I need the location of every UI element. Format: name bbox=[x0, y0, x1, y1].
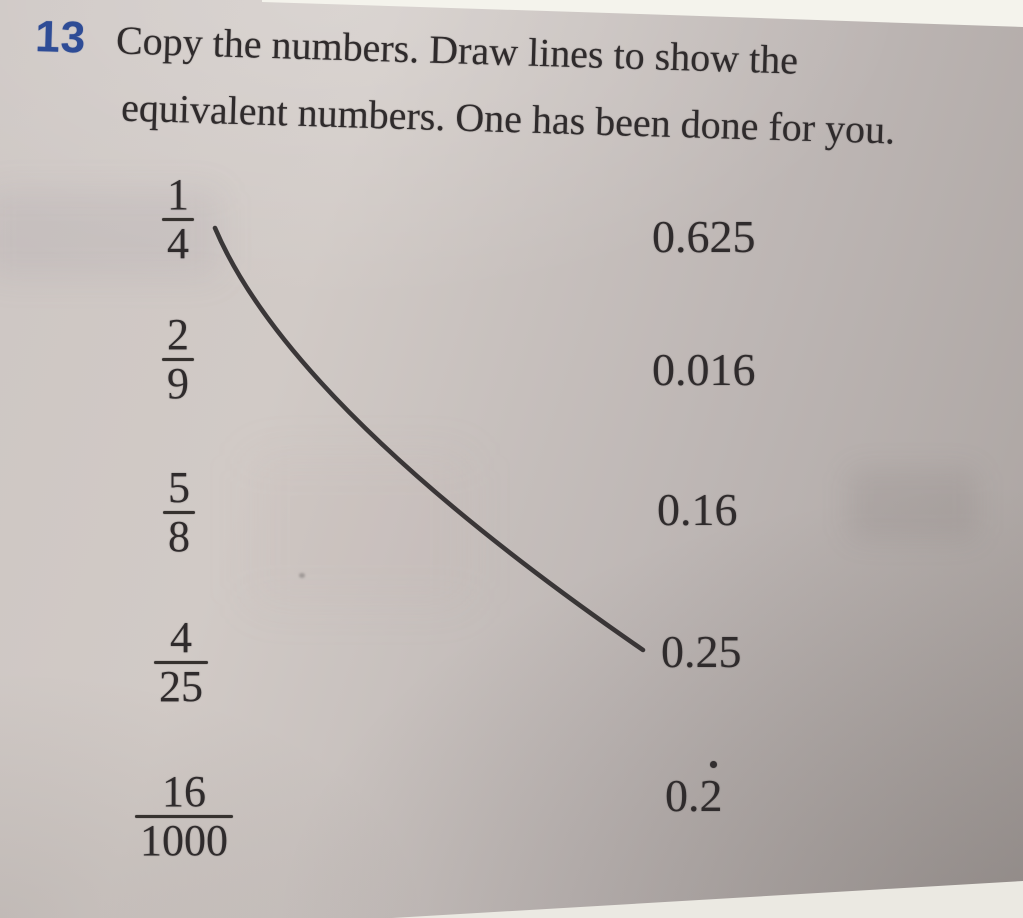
fraction-numerator: 2 bbox=[167, 310, 189, 359]
question-number: 13 bbox=[34, 12, 87, 63]
question-header: 13 Copy the numbers. Draw lines to show … bbox=[33, 12, 898, 154]
fraction-bar bbox=[135, 815, 233, 818]
decimal-0016: 0.016 bbox=[652, 344, 756, 395]
fraction-bar bbox=[163, 511, 195, 514]
fraction-4-25: 4 25 bbox=[154, 613, 208, 711]
decimal-value: 0.2 bbox=[665, 770, 723, 821]
fraction-1-4: 1 4 bbox=[162, 170, 194, 268]
fraction-numerator: 1 bbox=[167, 170, 189, 219]
question-header-line1: 13 Copy the numbers. Draw lines to show … bbox=[35, 12, 898, 88]
decimal-025: 0.25 bbox=[661, 626, 742, 677]
fraction-denominator: 9 bbox=[167, 359, 189, 408]
fraction-denominator: 1000 bbox=[140, 816, 228, 865]
fraction-2-9: 2 9 bbox=[162, 310, 194, 408]
decimal-0625: 0.625 bbox=[652, 211, 756, 262]
decimal-02-recurring: 0.2 bbox=[665, 761, 723, 821]
fraction-denominator: 8 bbox=[168, 512, 190, 561]
fraction-bar bbox=[162, 358, 194, 361]
question-prompt-line2: equivalent numbers. One has been done fo… bbox=[120, 84, 896, 153]
fraction-denominator: 25 bbox=[159, 662, 203, 711]
show-through-ghost bbox=[848, 468, 978, 540]
question-prompt-line1: Copy the numbers. Draw lines to show the bbox=[115, 17, 799, 83]
fraction-denominator: 4 bbox=[167, 219, 189, 268]
show-through-ghost bbox=[250, 455, 470, 605]
fraction-numerator: 5 bbox=[168, 463, 190, 512]
fraction-5-8: 5 8 bbox=[163, 463, 195, 561]
paper-speck bbox=[299, 573, 305, 578]
fraction-bar bbox=[154, 661, 208, 664]
fraction-numerator: 4 bbox=[170, 613, 192, 662]
fraction-16-1000: 16 1000 bbox=[135, 767, 233, 865]
decimal-016: 0.16 bbox=[657, 484, 738, 535]
recurring-dot bbox=[710, 761, 717, 768]
fraction-bar bbox=[162, 218, 194, 221]
fraction-numerator: 16 bbox=[162, 767, 206, 816]
